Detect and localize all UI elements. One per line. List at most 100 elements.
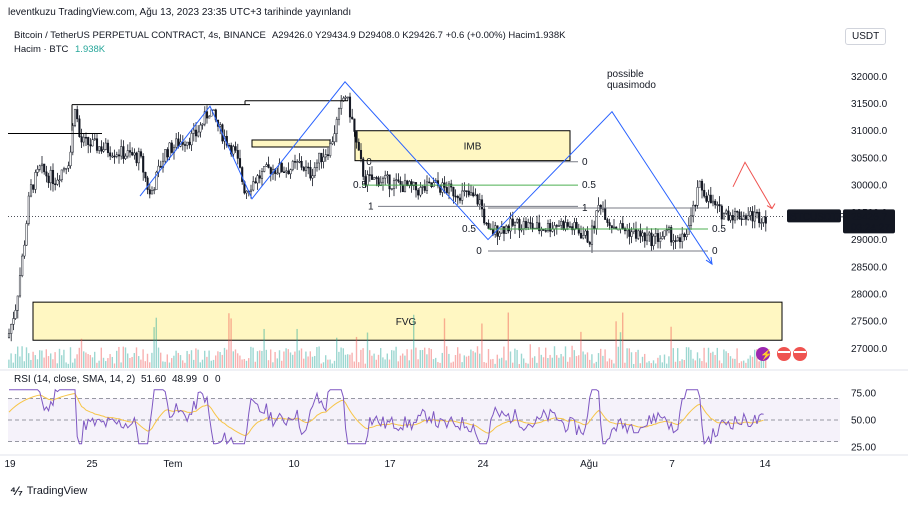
volume-bar: [184, 362, 186, 368]
volume-bar: [690, 349, 692, 368]
candle-body: [727, 210, 730, 221]
fib-label: 0: [712, 246, 718, 257]
candle-body: [652, 235, 655, 247]
volume-bar: [76, 354, 78, 368]
volume-bar: [155, 317, 157, 368]
candle-body: [568, 226, 572, 228]
candle-body: [357, 141, 360, 151]
candle-body: [513, 222, 517, 226]
volume-bar: [32, 351, 34, 368]
volume-bar: [481, 323, 483, 368]
rsi-value: 51.60: [141, 374, 166, 385]
candle-body: [377, 177, 380, 187]
candle-body: [500, 226, 503, 234]
candle-body: [538, 222, 541, 232]
currency-button[interactable]: USDT: [845, 28, 887, 45]
candle-body: [142, 156, 145, 173]
volume-bar: [221, 354, 223, 368]
volume-bar: [575, 356, 578, 368]
volume-bar: [230, 318, 232, 368]
candle-body: [293, 161, 297, 163]
candle-body: [762, 216, 765, 223]
candle-body: [623, 228, 627, 232]
volume-bar: [681, 359, 683, 368]
volume-bar: [426, 354, 428, 368]
candle-body: [467, 190, 470, 196]
volume-bar: [523, 358, 525, 368]
volume-bar: [388, 359, 391, 368]
volume-bar: [578, 355, 580, 368]
volume-bar: [648, 361, 650, 368]
candle-body: [183, 144, 187, 146]
candle-body: [78, 118, 81, 137]
volume-bar: [45, 349, 47, 368]
zigzag-arrowhead: [705, 256, 713, 266]
volume-bar: [595, 361, 597, 368]
volume-bar: [39, 350, 41, 368]
fib-label: 0.5: [353, 180, 367, 191]
volume-bar: [674, 361, 677, 368]
candle-body: [630, 231, 633, 237]
candle-body: [650, 232, 653, 247]
candle-body: [621, 223, 624, 229]
candle-body: [381, 177, 385, 183]
volume-bar: [639, 363, 641, 368]
volume-bar: [652, 360, 655, 368]
candle-body: [498, 232, 501, 237]
volume-bar: [261, 350, 263, 368]
volume-bar: [322, 362, 325, 368]
candle-body: [32, 184, 35, 190]
volume-bar: [518, 363, 520, 368]
volume-bar: [712, 351, 714, 368]
candle-body: [197, 131, 200, 137]
volume-bar: [226, 349, 228, 368]
candle-body: [368, 174, 371, 176]
candle-body: [577, 228, 580, 234]
volume-bar: [613, 363, 615, 368]
volume-bar: [703, 347, 705, 368]
candle-body: [731, 215, 734, 221]
price-tick: 30000.0: [851, 181, 888, 192]
candle-body: [40, 163, 44, 167]
volume-bar: [94, 351, 96, 368]
candle-body: [117, 154, 121, 157]
volume-bar: [459, 353, 461, 368]
candle-body: [439, 185, 442, 193]
volume-bar: [650, 363, 652, 368]
candle-body: [463, 190, 466, 192]
candle-body: [307, 166, 310, 169]
volume-bar: [292, 354, 294, 368]
volume-bar: [160, 352, 162, 368]
volume-bar: [67, 363, 69, 368]
volume-bar: [644, 353, 646, 368]
candle-body: [711, 200, 715, 204]
candle-body: [76, 109, 79, 120]
volume-bar: [549, 354, 551, 368]
candle-body: [714, 200, 717, 206]
candle-body: [359, 150, 363, 160]
tradingview-logo[interactable]: ⁴⁄₇ TradingView: [10, 484, 87, 498]
candle-body: [392, 180, 396, 189]
volume-bar: [738, 362, 740, 368]
volume-bar: [311, 356, 314, 368]
volume-bar: [377, 354, 380, 368]
candle-body: [674, 240, 677, 242]
volume-bar: [373, 353, 375, 368]
volume-bar: [351, 352, 353, 368]
volume-bar: [10, 353, 12, 368]
time-tick: 24: [477, 459, 489, 470]
volume-bar: [274, 351, 276, 368]
volume-bar: [498, 358, 501, 368]
candle-body: [16, 295, 19, 311]
candle-body: [137, 151, 140, 164]
fib-label: 1: [368, 201, 374, 212]
volume-bar: [685, 347, 688, 368]
volume-bar: [571, 345, 573, 368]
candle-body: [232, 146, 235, 155]
rsi-ma-value: 48.99: [172, 374, 197, 385]
volume-bar: [556, 355, 558, 368]
candle-body: [395, 179, 398, 181]
volume-bar: [765, 356, 767, 368]
volume-bar: [413, 314, 415, 368]
